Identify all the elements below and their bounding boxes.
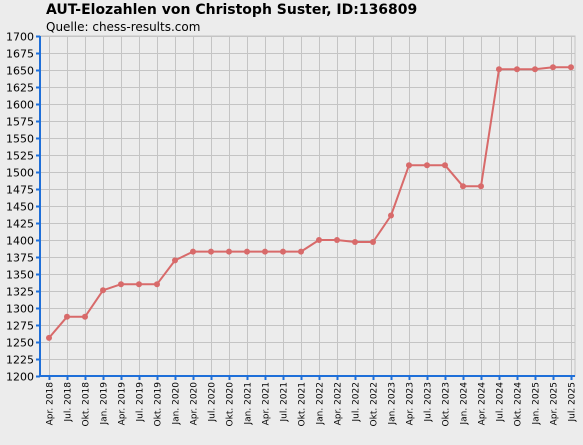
x-tick-label: Apr. 2023	[406, 382, 416, 425]
data-point	[298, 248, 304, 255]
y-tick-label: 1550	[6, 133, 34, 146]
x-tick-label: Apr. 2021	[262, 382, 272, 425]
x-tick-labels: Apr. 2018 Jul. 2018 Okt. 2018 Jan. 2019 Apr.…	[46, 382, 578, 427]
x-tick-label: Apr. 2020	[190, 382, 200, 426]
x-tick-label: Jul. 2023	[424, 382, 434, 423]
y-tick-label: 1675	[6, 48, 34, 61]
data-point	[64, 313, 70, 320]
x-tick-label: Okt. 2018	[82, 382, 92, 427]
x-tick-label: Jan. 2022	[316, 382, 326, 426]
y-tick-label: 1525	[6, 150, 34, 163]
y-tick-label: 1200	[6, 371, 34, 384]
x-tick-label: Jul. 2021	[280, 382, 290, 423]
x-tick-label: Jul. 2018	[64, 382, 74, 423]
x-tick-label: Okt. 2022	[370, 382, 380, 426]
data-point	[514, 66, 520, 73]
series-layer	[46, 64, 574, 341]
data-point	[388, 212, 394, 219]
data-point	[154, 281, 160, 288]
data-point	[82, 313, 88, 320]
y-tick-label: 1600	[6, 99, 34, 112]
data-point	[172, 257, 178, 264]
data-point	[226, 248, 232, 255]
y-tick-label: 1350	[6, 269, 34, 282]
data-point	[406, 162, 412, 169]
chart-title: AUT-Elozahlen von Christoph Suster, ID:1…	[46, 2, 418, 18]
data-point	[190, 248, 196, 255]
x-tick-label: Apr. 2022	[334, 382, 344, 425]
data-point	[532, 66, 538, 73]
x-tick-label: Okt. 2023	[442, 382, 452, 426]
x-tick-label: Okt. 2019	[154, 382, 164, 427]
y-tick-label: 1425	[6, 218, 34, 231]
data-point	[100, 287, 106, 294]
data-point	[316, 237, 322, 243]
y-tick-label: 1250	[6, 337, 34, 350]
x-tick-label: Okt. 2024	[514, 382, 524, 427]
x-tick-label: Okt. 2021	[298, 382, 308, 426]
y-tick-label: 1400	[6, 235, 34, 248]
x-tick-label: Jul. 2020	[208, 382, 218, 423]
x-tick-label: Jul. 2022	[352, 382, 362, 423]
data-point	[334, 237, 340, 243]
series-line	[48, 66, 571, 339]
data-point	[352, 239, 358, 245]
y-tick-label: 1625	[6, 82, 34, 95]
y-tick-label: 1575	[6, 116, 34, 129]
y-tick-label: 1700	[6, 31, 34, 44]
x-tick-label: Jul. 2019	[136, 382, 146, 423]
data-point	[460, 183, 466, 190]
grid-layer	[39, 35, 576, 377]
data-point	[568, 64, 574, 71]
x-tick-label: Jan. 2019	[100, 382, 110, 426]
data-point	[478, 183, 484, 190]
y-tick-label: 1375	[6, 252, 34, 265]
axis-layer	[36, 35, 575, 380]
x-tick-label: Apr. 2019	[118, 382, 128, 426]
data-point	[262, 248, 268, 255]
y-tick-label: 1475	[6, 184, 34, 197]
y-tick-label: 1500	[6, 167, 34, 180]
data-point	[370, 239, 376, 245]
x-tick-label: Jan. 2025	[532, 382, 542, 426]
data-point	[46, 334, 52, 341]
data-point	[442, 162, 448, 169]
data-point	[424, 162, 430, 169]
x-tick-label: Jan. 2021	[244, 382, 254, 426]
data-point	[136, 281, 142, 288]
y-tick-label: 1275	[6, 320, 34, 333]
x-tick-label: Jan. 2024	[460, 382, 470, 426]
y-tick-label: 1650	[6, 65, 34, 78]
x-tick-label: Jul. 2024	[496, 382, 506, 423]
x-tick-label: Jul. 2025	[568, 382, 578, 423]
data-point	[244, 248, 250, 255]
y-tick-label: 1325	[6, 286, 34, 299]
y-tick-label: 1225	[6, 354, 34, 367]
y-tick-label: 1300	[6, 303, 34, 316]
data-point	[208, 248, 214, 255]
data-point	[550, 64, 556, 71]
x-tick-label: Okt. 2020	[226, 382, 236, 427]
data-point	[118, 281, 124, 288]
x-tick-label: Apr. 2018	[46, 382, 56, 426]
x-tick-label: Apr. 2025	[550, 382, 560, 425]
data-point	[280, 248, 286, 255]
x-tick-label: Jan. 2023	[388, 382, 398, 426]
y-tick-labels: 1200 1225 1250 1275 1300 1325 1350 1375 1400 1425…	[6, 31, 34, 384]
x-tick-label: Apr. 2024	[478, 382, 488, 426]
data-point	[496, 66, 502, 73]
x-tick-label: Jan. 2020	[172, 382, 182, 426]
y-tick-label: 1450	[6, 201, 34, 214]
chart-source: Quelle: chess-results.com	[46, 20, 201, 34]
